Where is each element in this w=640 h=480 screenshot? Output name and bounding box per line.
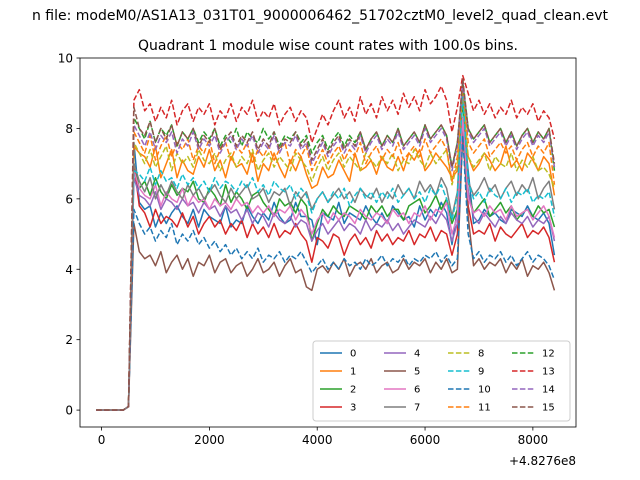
y-tick-label: 0: [65, 404, 73, 418]
x-tick-label: 0: [98, 433, 106, 447]
series-line-15: [96, 78, 556, 411]
legend-label-14: 14: [542, 385, 555, 396]
series-line-2: [96, 95, 556, 411]
legend-label-0: 0: [350, 349, 356, 360]
y-tick-label: 8: [65, 122, 73, 136]
x-tick-label: 6000: [410, 433, 441, 447]
series-line-11: [96, 85, 556, 411]
series-line-10: [96, 134, 556, 411]
legend-label-10: 10: [478, 385, 491, 396]
x-tick-label: 2000: [194, 433, 225, 447]
series-line-6: [96, 117, 556, 411]
x-offset-text: +4.8276e8: [509, 454, 576, 468]
x-tick-label: 8000: [518, 433, 549, 447]
legend-label-6: 6: [414, 385, 420, 396]
axes-frame: [79, 57, 577, 428]
legend-label-4: 4: [414, 349, 420, 360]
y-tick-label: 6: [65, 192, 73, 206]
series-line-14: [96, 81, 556, 411]
legend-label-5: 5: [414, 367, 420, 378]
y-tick-label: 2: [65, 333, 73, 347]
series-line-9: [96, 92, 556, 411]
series-group: [96, 74, 556, 411]
chart-title: Quadrant 1 module wise count rates with …: [138, 38, 518, 54]
legend-box: [312, 340, 571, 422]
legend-label-11: 11: [478, 403, 491, 414]
legend-label-9: 9: [478, 367, 484, 378]
legend-label-8: 8: [478, 349, 484, 360]
series-line-3: [96, 120, 556, 411]
legend-label-2: 2: [350, 385, 356, 396]
series-line-13: [96, 74, 556, 411]
x-tick-label: 4000: [302, 433, 333, 447]
series-line-12: [96, 81, 556, 411]
legend-label-1: 1: [350, 367, 356, 378]
series-line-5: [96, 131, 556, 411]
y-tick-label: 4: [65, 263, 73, 277]
series-line-4: [96, 127, 556, 411]
legend-label-12: 12: [542, 349, 555, 360]
figure-suptitle: n file: modeM0/AS1A13_031T01_9000006462_…: [32, 8, 609, 24]
legend-label-15: 15: [542, 403, 555, 414]
series-line-0: [96, 117, 556, 411]
legend-label-7: 7: [414, 403, 420, 414]
series-line-8: [96, 88, 556, 411]
y-tick-label: 10: [58, 52, 73, 66]
legend-label-3: 3: [350, 403, 356, 414]
legend-label-13: 13: [542, 367, 555, 378]
